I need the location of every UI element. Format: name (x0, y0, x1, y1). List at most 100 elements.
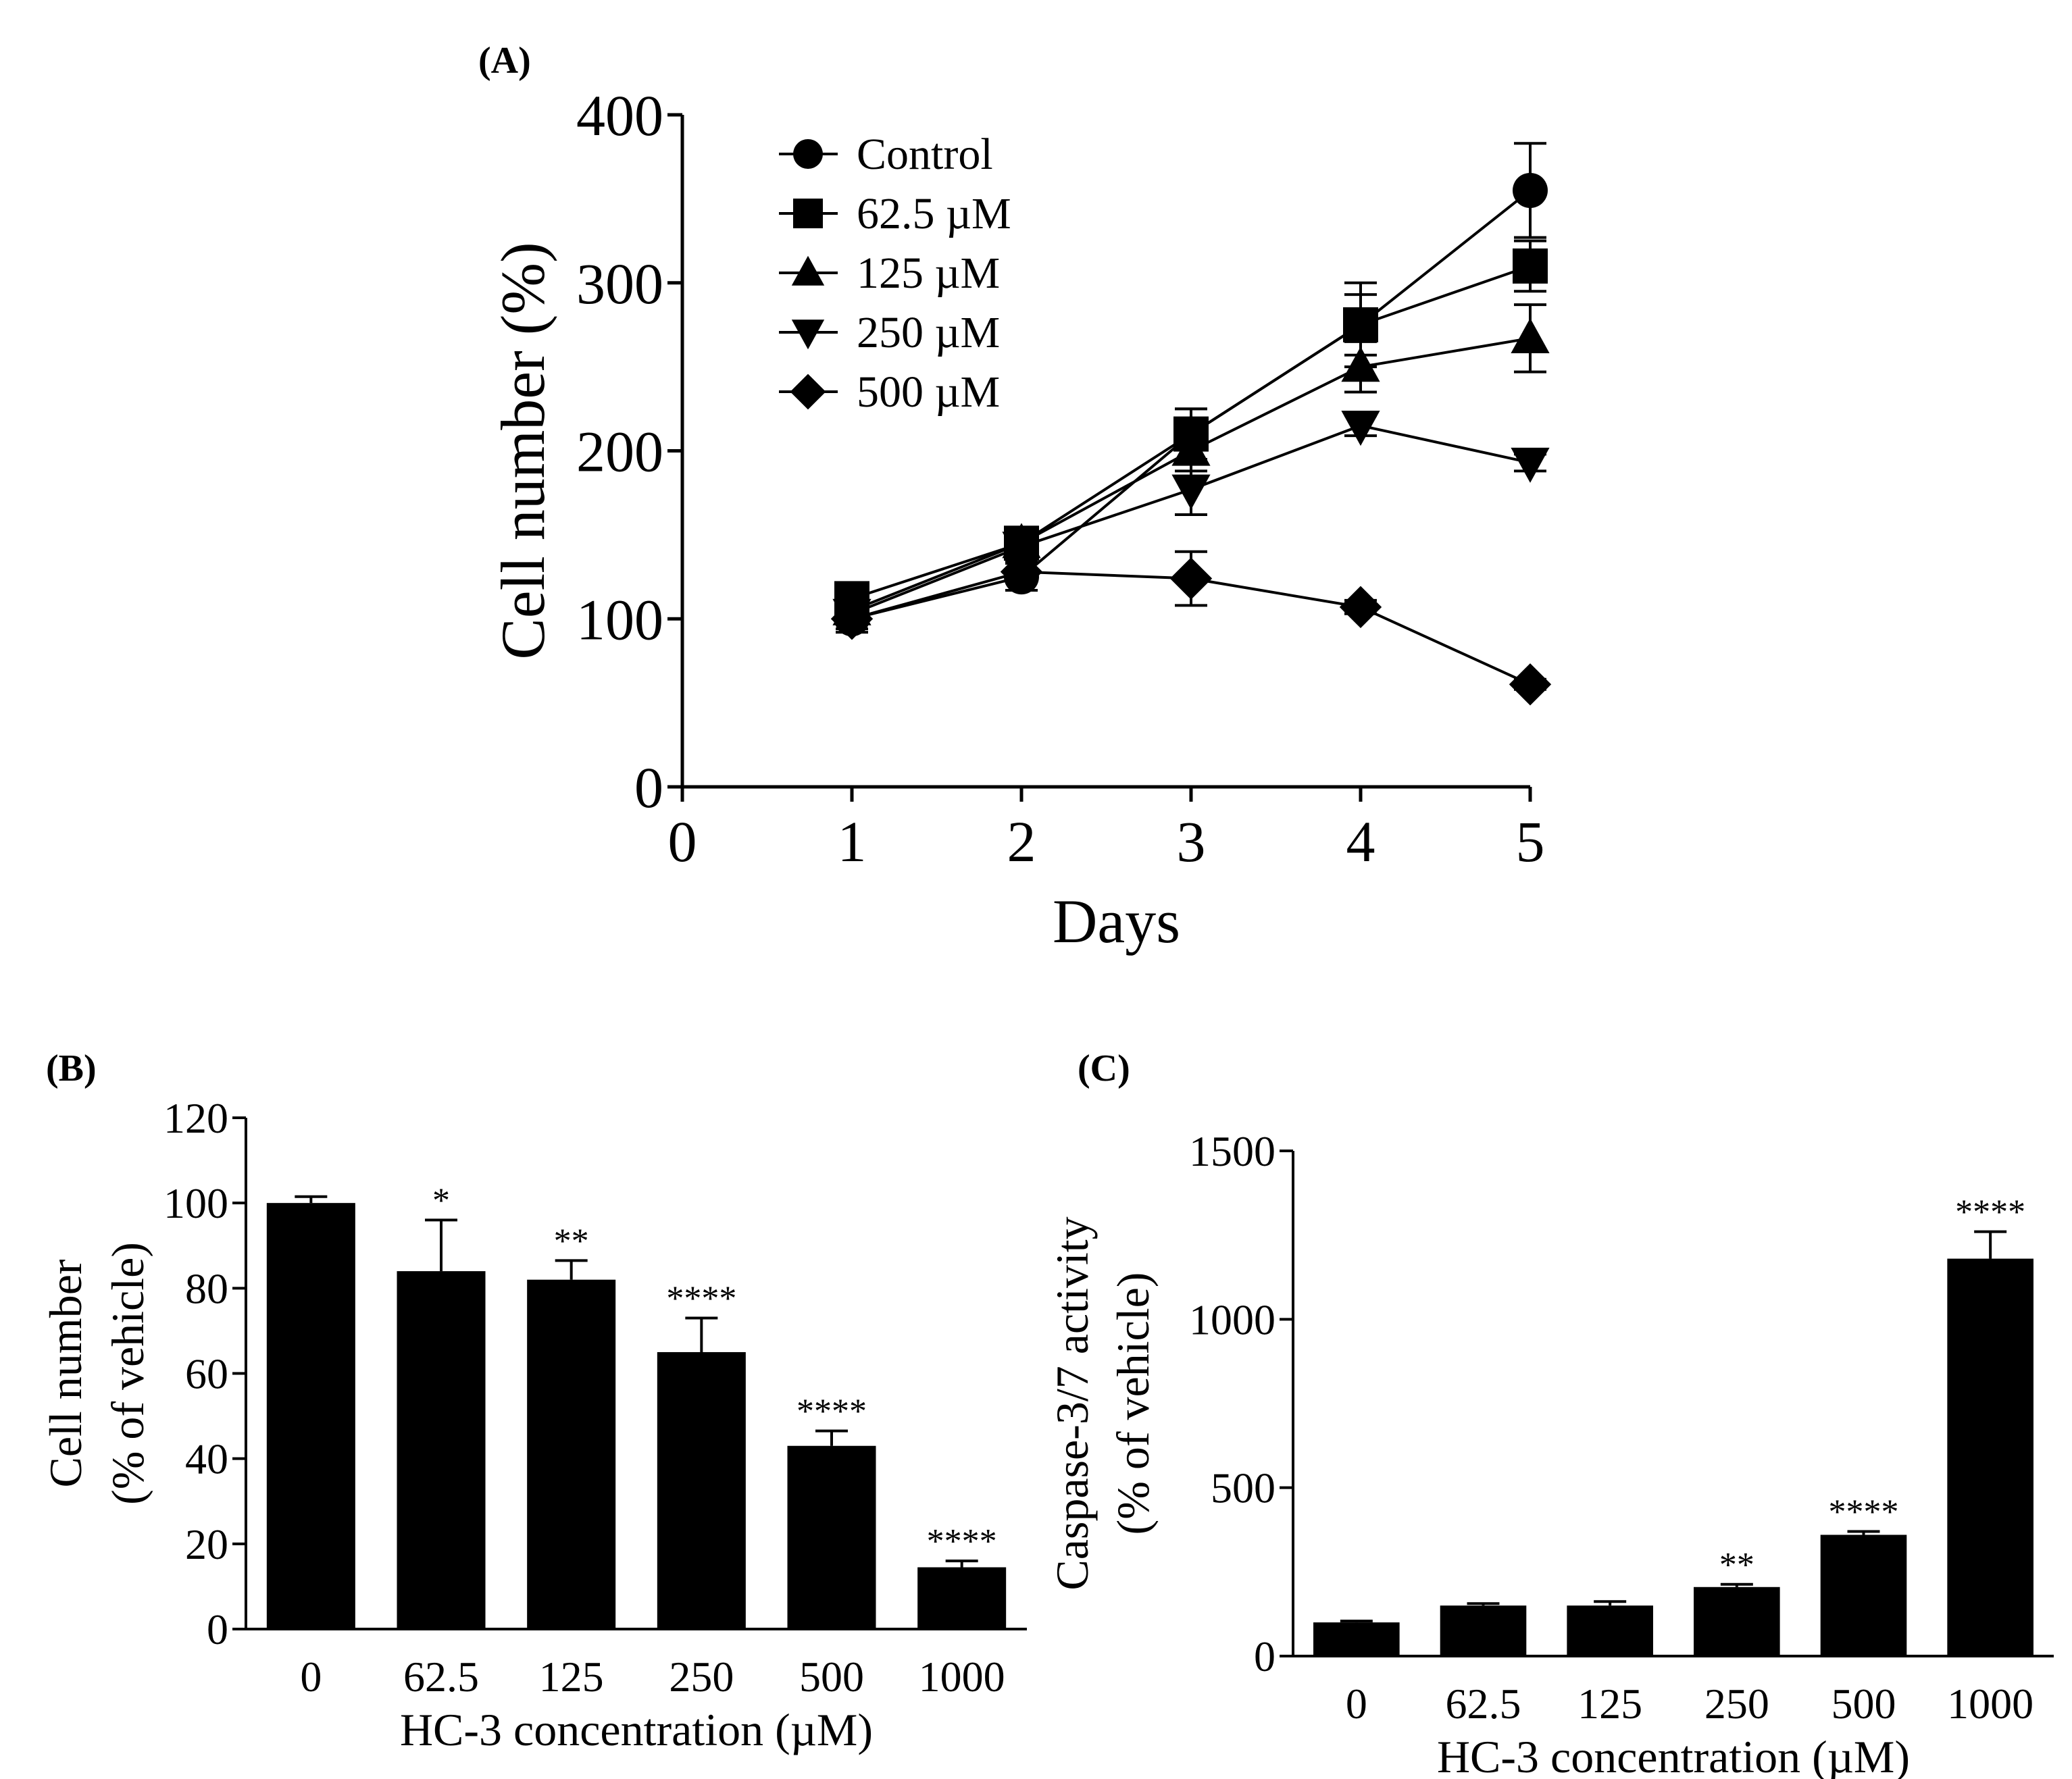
significance-label: ** (554, 1222, 589, 1260)
significance-label: **** (1955, 1193, 2025, 1232)
bar (787, 1445, 876, 1629)
data-point (1513, 172, 1548, 208)
bar-group: **** 500 (1820, 1493, 1907, 1728)
significance-label: **** (927, 1522, 997, 1561)
bar (397, 1271, 486, 1629)
y-tick-label: 80 (185, 1264, 228, 1312)
bar (1567, 1605, 1653, 1656)
data-point (1341, 411, 1380, 446)
x-tick-label: 500 (799, 1653, 864, 1701)
x-tick-label: 250 (669, 1653, 734, 1701)
legend-label: Control (857, 130, 993, 179)
legend-marker (793, 199, 823, 228)
bar-group: 62.5 (1440, 1602, 1527, 1728)
bar-group: ** 250 (1694, 1546, 1780, 1728)
data-point (1171, 430, 1211, 466)
y-tick-label: 1000 (1189, 1295, 1275, 1343)
data-point (1343, 307, 1378, 342)
y-tick-label: 40 (185, 1435, 228, 1483)
bar-group: **** 250 (657, 1279, 746, 1701)
bar-group: 0 (1313, 1620, 1400, 1728)
bar (266, 1203, 355, 1629)
x-tick-label: 4 (1346, 809, 1375, 874)
x-tick-label: 500 (1831, 1680, 1896, 1728)
bar-group: * 62.5 (397, 1181, 486, 1701)
bar-group: **** 1000 (1947, 1193, 2033, 1728)
data-point (1341, 346, 1380, 382)
x-axis-label: HC-3 concentration (µM) (400, 1704, 873, 1755)
y-axis-label-line2: (% of vehicle) (1107, 1272, 1159, 1535)
panel-label: (C) (1078, 1048, 1130, 1089)
bar-group: 0 (266, 1195, 355, 1701)
y-tick-label: 20 (185, 1520, 228, 1568)
legend-label: 500 µM (857, 367, 1000, 417)
x-tick-label: 125 (1577, 1680, 1642, 1728)
y-tick-label: 100 (576, 587, 663, 652)
significance-label: **** (797, 1393, 867, 1431)
data-point (1002, 532, 1041, 567)
x-tick-label: 1000 (919, 1653, 1005, 1701)
panel-label: (A) (478, 40, 531, 82)
x-tick-label: 1 (838, 809, 867, 874)
data-point (1000, 550, 1043, 593)
y-tick-label: 400 (576, 83, 663, 148)
bar (1820, 1535, 1907, 1656)
bar-group: **** 1000 (917, 1522, 1007, 1701)
panel-b: (B)0204060801001200*62.5**125****250****… (40, 1048, 1027, 1755)
y-tick-label: 200 (576, 419, 663, 484)
x-tick-label: 250 (1704, 1680, 1769, 1728)
x-tick-label: 2 (1007, 809, 1036, 874)
x-tick-label: 62.5 (1446, 1680, 1521, 1728)
y-tick-label: 500 (1211, 1464, 1275, 1512)
panel-label: (B) (46, 1048, 97, 1089)
y-tick-label: 60 (185, 1350, 228, 1398)
y-tick-label: 0 (1254, 1632, 1275, 1680)
y-axis-label: Caspase-3/7 activity (1046, 1216, 1098, 1590)
bar (917, 1567, 1007, 1629)
bar-group: ** 125 (527, 1222, 616, 1701)
panel-c: (C) 0 500 1000 1500 0 62.5 125 ** 250 **** 500 **** 1… (1046, 1048, 2054, 1779)
legend-marker (791, 319, 825, 350)
series-5 (830, 550, 1552, 706)
y-tick-label: 100 (163, 1179, 228, 1227)
legend-label: 125 µM (857, 249, 1000, 298)
x-tick-label: 5 (1516, 809, 1545, 874)
legend-marker (791, 255, 825, 286)
legend-label: 62.5 µM (857, 189, 1011, 238)
data-point (1511, 447, 1550, 483)
y-tick-label: 120 (163, 1094, 228, 1142)
bar (1440, 1605, 1527, 1656)
legend-label: 250 µM (857, 308, 1000, 357)
bar-group: **** 500 (787, 1393, 876, 1701)
significance-label: * (432, 1181, 450, 1220)
legend: Control 62.5 µM 125 µM 250 µM 500 µM (779, 130, 1011, 417)
x-axis-label: Days (1053, 887, 1180, 956)
data-point (1169, 557, 1213, 600)
bar (1947, 1258, 2033, 1656)
data-point (1171, 474, 1211, 510)
x-tick-label: 3 (1177, 809, 1206, 874)
data-point (1511, 317, 1550, 353)
y-tick-label: 0 (634, 755, 663, 820)
x-tick-label: 0 (1346, 1680, 1367, 1728)
data-point (1339, 586, 1382, 629)
y-axis-label-line2: (% of vehicle) (102, 1242, 153, 1505)
bar (1694, 1587, 1780, 1656)
data-point (1513, 248, 1548, 284)
y-tick-label: 1500 (1189, 1127, 1275, 1175)
x-tick-label: 0 (300, 1653, 322, 1701)
significance-label: **** (666, 1279, 736, 1318)
legend-marker (790, 373, 826, 410)
y-axis-label: Cell number (40, 1259, 91, 1487)
data-point (1509, 663, 1552, 706)
significance-label: ** (1719, 1546, 1754, 1584)
y-tick-label: 0 (207, 1605, 228, 1653)
x-tick-label: 1000 (1947, 1680, 2033, 1728)
y-tick-label: 300 (576, 251, 663, 316)
significance-label: **** (1829, 1493, 1899, 1531)
panel-a: (A) 0 1 2 3 4 5 0 100 200 300 400 Days Cell number (%… (478, 40, 1552, 956)
bar (657, 1351, 746, 1629)
legend-marker (793, 139, 823, 169)
bar (1313, 1622, 1400, 1656)
